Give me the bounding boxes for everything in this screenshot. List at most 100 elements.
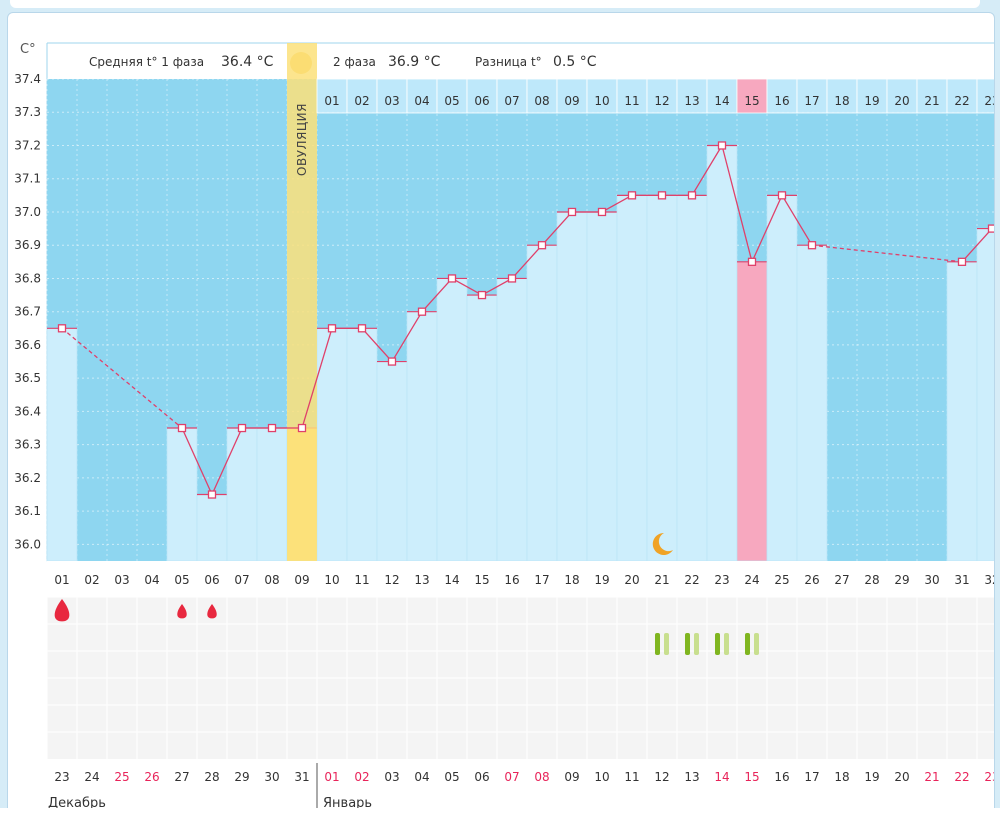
temperature-point [567,207,577,217]
post-ovulation-day-label: 05 [444,94,459,108]
temperature-point [57,324,67,333]
fertile-mark-icon [715,633,720,655]
phase1-value: 36.4 °C [221,54,274,70]
temperature-point [207,490,217,499]
temperature-line-segment [391,311,423,362]
temperature-point [657,191,667,200]
date-label: 05 [444,770,459,784]
post-ovulation-day-label: 20 [894,94,909,108]
temperature-line-segment [211,427,243,495]
post-ovulation-day-cell [676,78,708,114]
cycle-day-label: 08 [264,573,279,587]
temperature-bar [436,278,468,562]
temperature-line-segment [751,195,783,263]
phase-summary-header: Средняя t° 1 фаза 36.4 °C 2 фаза 36.9 °C… [89,52,597,74]
temperature-point [327,324,337,333]
cycle-day-label: 29 [894,573,909,587]
temperature-bar [556,211,588,562]
temperature-point [627,191,637,200]
temperature-bar [346,328,378,562]
cycle-day-label: 22 [684,573,699,587]
temperature-line-segment [691,145,723,196]
bbt-chart-panel: C° Средняя t° 1 фаза 36.4 °C 2 фаза 36.9… [7,12,995,814]
cycle-day-label: 19 [594,573,609,587]
post-ovulation-day-label: 16 [774,94,789,108]
temperature-line-segment [511,244,543,279]
date-label: 19 [864,770,879,784]
temperature-point [237,423,247,433]
temperature-line-segment [601,194,633,213]
date-label: 06 [474,770,489,784]
temperature-bar [766,195,798,562]
cycle-day-label: 20 [624,573,639,587]
temperature-bar [616,195,648,562]
temperature-point [987,224,994,233]
date-label: 23 [54,770,69,784]
diff-label: Разница t° [475,55,542,69]
y-tick-label: 36.9 [14,238,41,252]
y-tick-label: 36.6 [14,338,41,352]
temperature-line-segment [541,211,573,246]
period-drop-icon [177,604,187,619]
date-label: 20 [894,770,909,784]
fertile-mark-icon [694,633,699,655]
temperature-bar [256,427,288,562]
date-label: 13 [684,770,699,784]
date-label: 18 [834,770,849,784]
phase2-label: 2 фаза [333,55,376,69]
cycle-day-label: 24 [744,573,759,587]
temperature-bar [196,494,228,562]
cycle-day-label: 10 [324,573,339,587]
fertile-mark-icon [724,633,729,655]
temperature-bar [706,145,738,562]
cycle-day-label: 30 [924,573,939,587]
date-label: 21 [924,770,939,784]
temperature-bar [946,261,978,562]
temperature-point [477,290,487,300]
temperature-bar [166,427,198,562]
post-ovulation-day-cell [856,78,888,114]
temperature-point [597,207,607,217]
post-ovulation-day-cell [436,78,468,114]
temperature-bar [736,261,768,562]
moon-icon [652,532,673,555]
temperature-point [957,257,967,266]
date-label: 27 [174,770,189,784]
y-tick-label: 37.2 [14,138,41,152]
period-drop-icon [54,599,70,622]
cycle-day-label: 02 [84,573,99,587]
y-tick-label: 36.5 [14,371,41,385]
y-tick-label: 37.4 [14,72,41,86]
post-ovulation-day-label: 13 [684,94,699,108]
bottom-strip [0,808,1000,817]
fertile-mark-icon [754,633,759,655]
date-label: 24 [84,770,99,784]
post-ovulation-day-label: 07 [504,94,519,108]
temperature-point [417,307,427,316]
post-ovulation-day-cell [946,78,978,114]
cycle-day-label: 23 [714,573,729,587]
temperature-point [747,257,757,266]
temperature-point [507,274,517,283]
cycle-day-label: 26 [804,573,819,587]
temperature-line-segment [781,195,813,246]
phase2-value: 36.9 °C [388,54,441,70]
temperature-bar [496,278,528,562]
date-row [47,759,994,813]
post-ovulation-day-cell [886,78,918,114]
fertile-mark-icon [745,633,750,655]
post-ovulation-day-cell [496,78,528,114]
temperature-bar [976,228,994,562]
cycle-day-label: 14 [444,573,459,587]
cycle-day-label: 15 [474,573,489,587]
cycle-day-label: 04 [144,573,159,587]
date-label: 12 [654,770,669,784]
date-label: 11 [624,770,639,784]
y-tick-label: 37.3 [14,105,41,119]
post-ovulation-day-label: 21 [924,94,939,108]
y-tick-label: 37.0 [14,205,41,219]
date-label: 31 [294,770,309,784]
top-bar [10,0,980,8]
cycle-day-row [47,561,994,597]
